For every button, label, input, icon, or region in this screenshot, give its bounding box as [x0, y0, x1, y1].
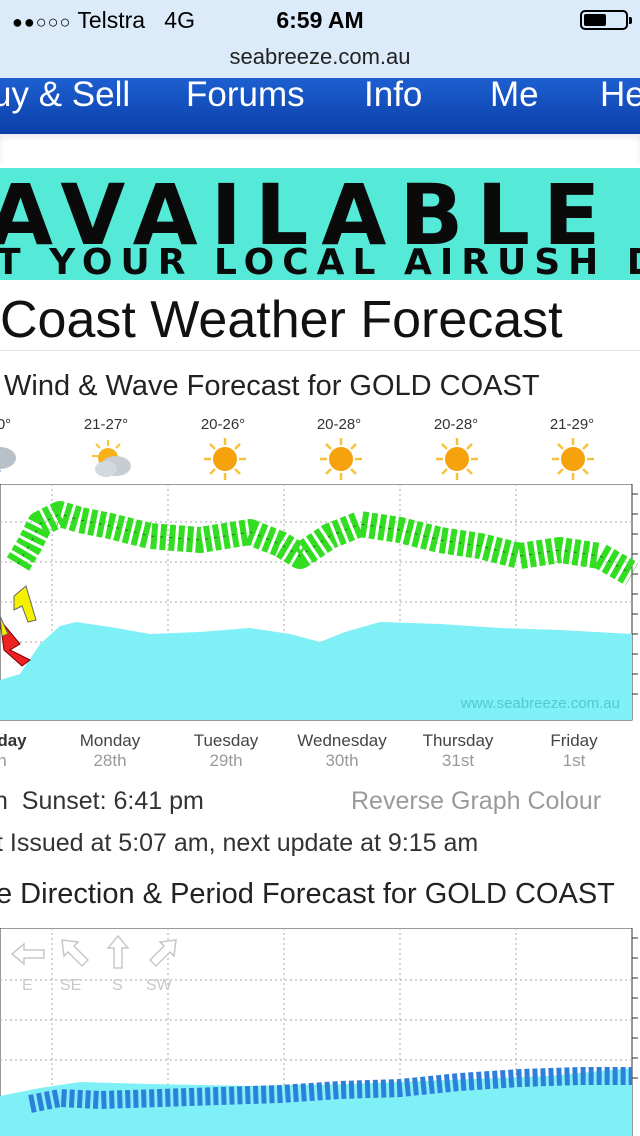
sun-icon: [204, 438, 246, 480]
southwest-arrow-icon: [148, 939, 177, 968]
direction-label: SW: [146, 977, 173, 994]
carrier-name: Telstra: [77, 7, 146, 33]
nav-item-info[interactable]: Info: [364, 78, 423, 114]
swell-direction-graph[interactable]: E SE S SW: [0, 928, 640, 1136]
day-label: Wednesday: [297, 731, 387, 750]
divider: [0, 350, 640, 351]
status-bar: ●●○○○ Telstra 4G 6:59 AM: [0, 0, 640, 40]
sun-icon: [436, 438, 478, 480]
date-label: 30th: [325, 751, 359, 770]
nav-item-help[interactable]: He: [600, 78, 640, 114]
clock: 6:59 AM: [276, 7, 364, 33]
ad-banner[interactable]: AVAILABLE NOW T YOUR LOCAL AIRUSH DEALE: [0, 168, 640, 280]
nav-spacer: [0, 134, 640, 164]
east-arrow-icon: [10, 942, 45, 966]
date-label: 28th: [93, 751, 127, 770]
date-label: 1st: [562, 751, 586, 770]
network-type: 4G: [164, 7, 195, 33]
southeast-arrow-icon: [61, 939, 90, 968]
day-label: Tuesday: [193, 731, 259, 750]
swell-direction-trace: [28, 1067, 632, 1113]
day-label: day: [0, 731, 27, 750]
day-label: Friday: [550, 731, 598, 750]
temp-label: 21-27°: [83, 416, 129, 433]
ad-headline: AVAILABLE NOW: [0, 168, 640, 264]
moderate-wind-arrow: [0, 585, 37, 637]
temp-label: 20-28°: [433, 416, 479, 433]
strong-wind-arrow: [0, 619, 31, 667]
wind-chart-title: Wind & Wave Forecast for GOLD COAST: [4, 370, 540, 402]
temp-label: 20-28°: [316, 416, 362, 433]
address-bar[interactable]: seabreeze.com.au: [0, 40, 640, 78]
reverse-graph-colour-link[interactable]: Reverse Graph Colour: [351, 787, 602, 815]
sunset-time: n Sunset: 6:41 pm: [0, 787, 204, 815]
swell-chart-title: e Direction & Period Forecast for GOLD C…: [0, 878, 615, 910]
partly-cloudy-icon: [92, 440, 131, 477]
date-label: 31st: [441, 751, 475, 770]
nav-item-forums[interactable]: Forums: [186, 78, 305, 114]
showers-icon: [0, 447, 16, 473]
direction-label: S: [112, 977, 123, 994]
url-text[interactable]: seabreeze.com.au: [229, 44, 411, 69]
ad-subline: T YOUR LOCAL AIRUSH DEALE: [0, 242, 640, 280]
wave-height-area: [0, 622, 632, 720]
temp-label: 0°: [0, 416, 12, 433]
date-label: h: [0, 751, 7, 770]
site-nav: uy & Sell Forums Info Me He: [0, 78, 640, 134]
date-label: 29th: [209, 751, 243, 770]
battery-icon: [580, 10, 632, 30]
wind-wave-graph[interactable]: www.seabreeze.com.au: [0, 484, 640, 722]
nav-item-buy-sell[interactable]: uy & Sell: [0, 78, 131, 114]
sun-icon: [552, 438, 594, 480]
graph-watermark: www.seabreeze.com.au: [460, 695, 620, 712]
carrier-info: ●●○○○ Telstra 4G: [12, 7, 195, 34]
signal-strength-icon: ●●○○○: [12, 12, 72, 32]
day-label: Monday: [79, 731, 141, 750]
day-label: Thursday: [422, 731, 494, 750]
forecast-issued-text: t Issued at 5:07 am, next update at 9:15…: [0, 829, 479, 857]
sun-icon: [320, 438, 362, 480]
direction-label: SE: [60, 977, 81, 994]
temp-label: 20-26°: [200, 416, 246, 433]
direction-label: E: [22, 977, 33, 994]
page-title: Coast Weather Forecast: [0, 291, 563, 349]
temp-label: 21-29°: [549, 416, 595, 433]
nav-item-me[interactable]: Me: [490, 78, 539, 114]
south-arrow-icon: [106, 934, 130, 969]
